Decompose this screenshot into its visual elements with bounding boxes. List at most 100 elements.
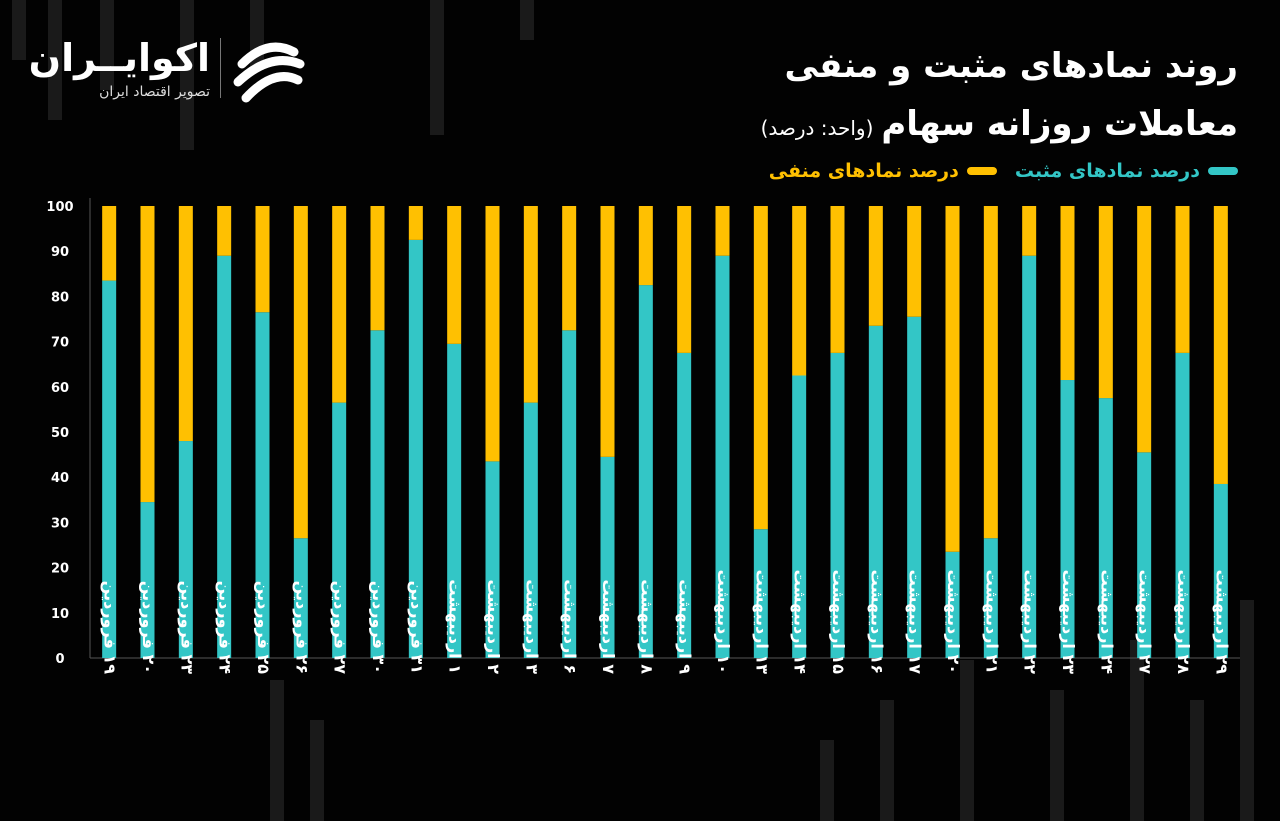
- bar-negative: [178, 206, 193, 442]
- x-tick-label: ۷ اردیبهشت: [599, 579, 618, 674]
- x-tick-label: ۳۰ فروردین: [369, 581, 388, 674]
- x-tick-label: ۹ اردیبهشت: [676, 579, 695, 674]
- bar-negative: [140, 206, 155, 503]
- bar-negative: [408, 206, 423, 240]
- x-tick-label: ۳۱ فروردین: [407, 581, 426, 674]
- x-tick-label: ۲۷ اردیبهشت: [1136, 570, 1155, 675]
- legend: درصد نمادهای مثبت درصد نمادهای منفی: [769, 160, 1238, 182]
- bar-negative: [1098, 206, 1113, 399]
- bar-negative: [523, 206, 538, 403]
- bar-positive: [447, 343, 462, 658]
- bar-positive: [677, 352, 692, 658]
- bar-positive: [408, 239, 423, 658]
- bar-positive: [178, 441, 193, 658]
- bar-positive: [293, 538, 308, 658]
- bar-positive: [562, 330, 577, 658]
- x-tick-label: ۲۹ اردیبهشت: [1212, 570, 1231, 675]
- bar-negative: [217, 206, 232, 256]
- x-tick-label: ۲۲ اردیبهشت: [1021, 570, 1040, 675]
- x-tick-label: ۲۷ فروردین: [331, 581, 350, 675]
- x-tick-label: ۱۴ اردیبهشت: [791, 570, 810, 675]
- x-tick-label: ۲۳ فروردین: [177, 581, 196, 675]
- decor-candle: [48, 0, 62, 120]
- x-tick-label: ۲۱ اردیبهشت: [982, 570, 1001, 674]
- unit-label: (واحد: درصد): [760, 116, 874, 140]
- legend-item-positive: درصد نمادهای مثبت: [1015, 160, 1238, 182]
- brand-tagline: تصویر اقتصاد ایران: [99, 84, 210, 100]
- bar-negative: [638, 206, 653, 286]
- bar-positive: [1137, 452, 1152, 658]
- y-tick-label: 0: [55, 652, 64, 667]
- decor-candle: [1130, 640, 1144, 821]
- bar-negative: [370, 206, 385, 331]
- bar-positive: [485, 461, 500, 658]
- bar-positive: [1213, 483, 1228, 658]
- x-tick-label: ۱۷ اردیبهشت: [906, 570, 925, 675]
- bar-positive: [1098, 398, 1113, 658]
- x-tick-label: ۱ اردیبهشت: [446, 579, 465, 674]
- bar-positive: [753, 529, 768, 658]
- x-tick-label: ۱۶ اردیبهشت: [867, 570, 886, 674]
- x-tick-label: ۱۳ اردیبهشت: [752, 570, 771, 675]
- bar-positive: [830, 352, 845, 658]
- decor-candle: [430, 0, 444, 135]
- legend-swatch-positive: [1208, 167, 1238, 175]
- x-tick-label: ۲۸ اردیبهشت: [1174, 570, 1193, 675]
- decor-candle: [1240, 600, 1254, 821]
- bar-positive: [1175, 352, 1190, 658]
- x-tick-label: ۲۴ اردیبهشت: [1097, 570, 1116, 675]
- decor-candle: [270, 680, 284, 821]
- decor-candle: [1050, 690, 1064, 821]
- bar-positive: [907, 316, 922, 658]
- decor-candle: [520, 0, 534, 40]
- bar-negative: [907, 206, 922, 317]
- x-tick-label: ۱۰ اردیبهشت: [714, 570, 733, 674]
- bar-negative: [1213, 206, 1228, 484]
- bar-positive: [370, 330, 385, 658]
- bar-negative: [447, 206, 462, 344]
- bar-negative: [1060, 206, 1075, 381]
- decor-candle: [960, 660, 974, 821]
- chart-subtitle: معاملات روزانه سهام (واحد: درصد): [761, 104, 1238, 144]
- y-tick-label: 70: [51, 336, 69, 351]
- bar-negative: [830, 206, 845, 353]
- bar-negative: [485, 206, 500, 462]
- decor-candle: [880, 700, 894, 821]
- x-tick-label: ۱۹ فروردین: [101, 581, 120, 675]
- x-tick-label: ۲۰ فروردین: [139, 581, 158, 674]
- x-tick-label: ۲۰ اردیبهشت: [944, 570, 963, 674]
- bar-positive: [332, 402, 347, 658]
- bar-positive: [868, 325, 883, 658]
- x-tick-label: ۲۳ اردیبهشت: [1059, 570, 1078, 675]
- bar-negative: [562, 206, 577, 331]
- bar-positive: [715, 255, 730, 658]
- bar-negative: [600, 206, 615, 457]
- bar-negative: [677, 206, 692, 353]
- decor-candle: [180, 0, 194, 150]
- y-tick-label: 60: [51, 381, 69, 396]
- y-tick-label: 30: [51, 516, 69, 531]
- bar-positive: [600, 456, 615, 658]
- decor-candle: [1190, 700, 1204, 821]
- brand-logo: اکوایــران تصویر اقتصاد ایران: [28, 36, 310, 110]
- x-tick-label: ۲۶ فروردین: [292, 581, 311, 674]
- bar-positive: [792, 375, 807, 658]
- x-tick-label: ۳ اردیبهشت: [522, 579, 541, 674]
- legend-item-negative: درصد نمادهای منفی: [769, 160, 997, 182]
- y-tick-label: 10: [51, 607, 69, 622]
- bar-negative: [332, 206, 347, 403]
- x-tick-label: ۲۴ فروردین: [216, 581, 235, 675]
- bar-positive: [255, 312, 270, 658]
- bar-negative: [945, 206, 960, 552]
- bar-negative: [1022, 206, 1037, 256]
- bar-negative: [715, 206, 730, 256]
- bar-positive: [1060, 380, 1075, 658]
- brand-name: اکوایــران: [28, 36, 210, 80]
- bar-negative: [255, 206, 270, 313]
- bar-positive: [523, 402, 538, 658]
- bar-negative: [1175, 206, 1190, 353]
- x-tick-label: ۱۵ اردیبهشت: [829, 570, 848, 675]
- y-tick-label: 50: [51, 426, 69, 441]
